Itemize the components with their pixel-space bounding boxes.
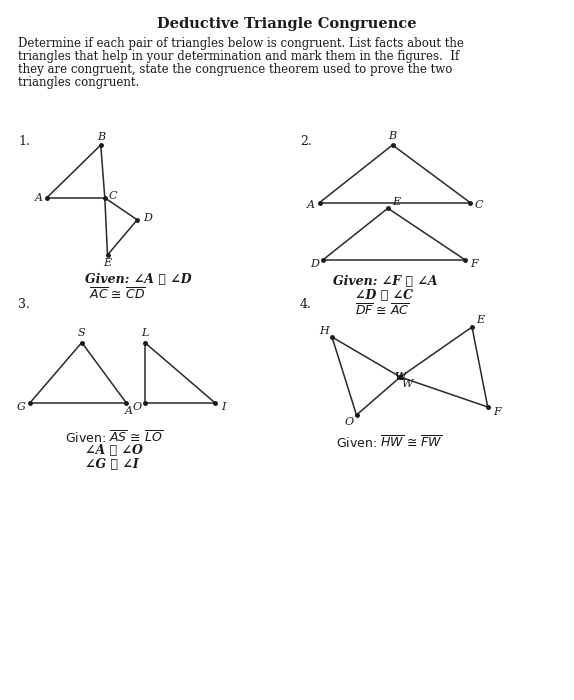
Text: Given: $\overline{HW}$ ≅ $\overline{FW}$: Given: $\overline{HW}$ ≅ $\overline{FW}$	[336, 435, 443, 451]
Text: W: W	[402, 379, 413, 389]
Text: Determine if each pair of triangles below is congruent. List facts about the: Determine if each pair of triangles belo…	[18, 37, 464, 50]
Text: triangles congruent.: triangles congruent.	[18, 76, 139, 89]
Text: F: F	[471, 259, 478, 269]
Text: ∠D ≅ ∠C: ∠D ≅ ∠C	[355, 289, 413, 302]
Text: O: O	[132, 402, 141, 412]
Text: triangles that help in your determination and mark them in the figures.  If: triangles that help in your determinatio…	[18, 50, 459, 63]
Text: A: A	[35, 193, 42, 203]
Text: E: E	[103, 258, 111, 268]
Text: W: W	[394, 372, 406, 382]
Text: O: O	[345, 417, 354, 427]
Text: I: I	[221, 402, 225, 412]
Text: B: B	[389, 131, 397, 141]
Text: 2.: 2.	[300, 135, 312, 148]
Text: $\overline{AC}$ ≅ $\overline{CD}$: $\overline{AC}$ ≅ $\overline{CD}$	[89, 287, 146, 303]
Text: L: L	[141, 328, 149, 339]
Text: F: F	[493, 407, 501, 417]
Text: D: D	[311, 259, 319, 269]
Text: Given: ∠F ≅ ∠A: Given: ∠F ≅ ∠A	[333, 275, 437, 288]
Text: Given: ∠A ≅ ∠D: Given: ∠A ≅ ∠D	[85, 273, 192, 286]
Text: B: B	[96, 132, 105, 142]
Text: A: A	[307, 199, 315, 209]
Text: they are congruent, state the congruence theorem used to prove the two: they are congruent, state the congruence…	[18, 63, 452, 76]
Text: G: G	[17, 402, 25, 412]
Text: 3.: 3.	[18, 298, 30, 311]
Text: $\overline{DF}$ ≅ $\overline{AC}$: $\overline{DF}$ ≅ $\overline{AC}$	[355, 303, 409, 319]
Text: H: H	[319, 326, 329, 336]
Text: E: E	[476, 315, 484, 325]
Text: Given: $\overline{AS}$ ≅ $\overline{LO}$: Given: $\overline{AS}$ ≅ $\overline{LO}$	[65, 430, 163, 446]
Text: D: D	[143, 213, 152, 223]
Text: 4.: 4.	[300, 298, 312, 311]
Text: ∠G ≅ ∠I: ∠G ≅ ∠I	[85, 458, 139, 471]
Text: S: S	[78, 328, 86, 339]
Text: E: E	[392, 197, 400, 207]
Text: A: A	[125, 406, 133, 416]
Text: W: W	[394, 372, 406, 382]
Text: C: C	[108, 191, 117, 201]
Text: ∠A ≅ ∠O: ∠A ≅ ∠O	[85, 444, 143, 457]
Text: C: C	[475, 199, 483, 209]
Text: 1.: 1.	[18, 135, 30, 148]
Text: Deductive Triangle Congruence: Deductive Triangle Congruence	[157, 17, 417, 31]
